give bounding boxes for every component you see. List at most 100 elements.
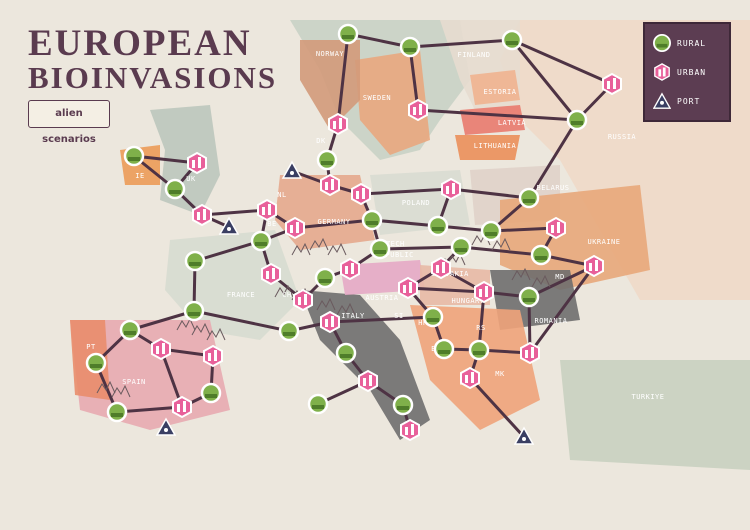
urban-icon-building <box>479 289 482 297</box>
land-sweden <box>355 50 430 155</box>
rural-node <box>314 267 336 289</box>
urban-icon <box>151 337 171 361</box>
urban-node <box>172 395 192 419</box>
country-label: SPAIN <box>122 378 146 386</box>
rural-icon-field <box>128 157 140 161</box>
urban-icon <box>320 173 340 197</box>
rural-icon-field <box>124 331 136 335</box>
rural-node <box>530 244 552 266</box>
route-line <box>510 38 579 122</box>
country-label: NL <box>277 191 286 199</box>
rural-icon <box>530 244 552 266</box>
rural-icon <box>501 29 523 51</box>
route-line <box>359 187 453 196</box>
urban-icon-building <box>595 260 598 271</box>
rural-node <box>184 250 206 272</box>
urban-icon-building <box>325 182 328 190</box>
route-line <box>346 32 412 49</box>
urban-node <box>261 262 281 286</box>
urban-icon-building <box>268 204 271 215</box>
rural-icon <box>518 187 540 209</box>
mountain-icon <box>491 237 511 251</box>
legend-label-rural: RURAL <box>677 38 707 48</box>
urban-icon <box>340 257 360 281</box>
urban-icon-building <box>296 222 299 233</box>
urban-icon-building <box>452 183 455 194</box>
map-legend: RURAL URBAN PORT <box>643 22 731 122</box>
map-title-line1: EUROPEAN <box>28 23 252 64</box>
route-line <box>159 347 184 409</box>
rural-icon-field <box>319 279 331 283</box>
urban-node <box>320 310 340 334</box>
rural-node <box>85 352 107 374</box>
urban-icon-building <box>345 266 348 274</box>
country-label: LITHUANIA <box>474 142 517 150</box>
rural-node <box>399 36 421 58</box>
rural-icon <box>123 145 145 167</box>
rural-icon <box>183 300 205 322</box>
country-label: NORWAY <box>316 50 345 58</box>
port-icon <box>155 417 177 436</box>
rural-icon <box>369 238 391 260</box>
country-label: HR <box>418 319 428 327</box>
urban-icon <box>293 288 313 312</box>
urban-icon-building <box>208 353 211 361</box>
legend-row-rural: RURAL <box>653 32 706 54</box>
country-label: FINLAND <box>457 51 490 59</box>
rural-icon-field <box>523 199 535 203</box>
urban-node <box>408 98 428 122</box>
rural-node <box>480 220 502 242</box>
rural-icon-field <box>189 262 201 266</box>
rural-icon-field <box>438 350 450 354</box>
urban-icon <box>358 369 378 393</box>
urban-node <box>293 288 313 312</box>
urban-icon-building <box>446 186 449 194</box>
urban-icon <box>584 254 604 278</box>
port-icon <box>653 92 671 109</box>
rural-icon <box>250 230 272 252</box>
urban-icon <box>408 98 428 122</box>
route-line <box>193 239 263 263</box>
rural-icon-field <box>571 121 583 125</box>
urban-icon-building <box>356 191 359 199</box>
urban-icon-building <box>411 424 414 435</box>
rural-icon <box>480 220 502 242</box>
rural-node <box>392 394 414 416</box>
legend-row-urban: URBAN <box>653 61 706 83</box>
alien-scenarios-logo: alien scenarios <box>28 100 110 145</box>
rural-node <box>369 238 391 260</box>
rural-node <box>200 382 222 404</box>
rural-icon-field <box>455 248 467 252</box>
urban-icon <box>474 280 494 304</box>
rural-icon <box>427 215 449 237</box>
rural-icon-field <box>169 190 181 194</box>
urban-icon-building <box>197 212 200 220</box>
urban-icon-building <box>551 225 554 233</box>
rural-node <box>566 109 588 131</box>
rural-node <box>119 319 141 341</box>
urban-icon-building <box>413 107 416 115</box>
urban-node <box>192 203 212 227</box>
mountain-icon <box>274 284 294 298</box>
rural-node <box>123 145 145 167</box>
rural-icon <box>335 342 357 364</box>
route-line <box>128 309 196 332</box>
rural-icon <box>392 394 414 416</box>
rural-node <box>501 29 523 51</box>
rural-icon <box>653 34 671 52</box>
urban-icon-building <box>485 286 488 297</box>
rural-icon <box>278 320 300 342</box>
rural-icon-field <box>283 332 295 336</box>
rural-node <box>250 230 272 252</box>
mountain-icon <box>531 274 551 288</box>
port-icon-anchor <box>227 227 231 231</box>
urban-icon <box>285 216 305 240</box>
rural-icon <box>399 36 421 58</box>
rural-icon <box>164 178 186 200</box>
legend-label-port: PORT <box>677 96 701 106</box>
urban-icon-building <box>369 375 372 386</box>
mountain-icon <box>327 242 347 256</box>
rural-icon-field <box>321 161 333 165</box>
